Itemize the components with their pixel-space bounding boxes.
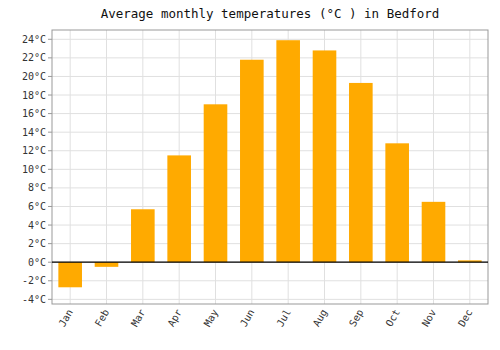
y-tick — [48, 39, 52, 40]
x-tick-label: Nov — [420, 307, 439, 328]
grid-line-y — [52, 113, 488, 114]
y-tick-label: 0°C — [28, 257, 46, 268]
bar — [131, 209, 155, 262]
y-tick — [48, 206, 52, 207]
grid-line-y — [52, 57, 488, 58]
y-tick-label: 2°C — [28, 238, 46, 249]
y-tick — [48, 57, 52, 58]
grid-line-y — [52, 187, 488, 188]
grid-line-y — [52, 76, 488, 77]
zero-line — [52, 262, 488, 263]
y-tick-label: -2°C — [22, 275, 46, 286]
x-axis: Jan Feb Mar Apr May Jun Jul Aug Sep Oct Nov Dec — [56, 307, 474, 328]
y-tick — [48, 187, 52, 188]
bar — [58, 262, 82, 287]
grid-line-y — [52, 262, 488, 263]
x-tick-label: Jun — [238, 307, 257, 328]
bar — [240, 60, 264, 262]
chart: -4°C -2°C 0°C 2°C 4°C 6°C 8°C 10°C 12°C 14°C 16°C 1… — [0, 0, 500, 350]
grid-line-y — [52, 150, 488, 151]
x-tick-label: Jan — [56, 307, 75, 328]
bar — [422, 202, 446, 262]
y-tick — [48, 280, 52, 281]
y-tick — [48, 150, 52, 151]
grid-line-x — [433, 30, 434, 304]
grid-line-y — [52, 95, 488, 96]
y-tick-label: 14°C — [22, 127, 46, 138]
x-tick-label: Jul — [274, 307, 293, 328]
y-tick-label: 22°C — [22, 52, 46, 63]
bar — [313, 50, 337, 262]
y-tick — [48, 169, 52, 170]
x-tick-label: Dec — [456, 307, 475, 328]
bar — [276, 40, 300, 262]
grid-line-y — [52, 299, 488, 300]
x-tick-label: Mar — [129, 307, 148, 328]
y-tick — [48, 225, 52, 226]
y-tick-label: 20°C — [22, 71, 46, 82]
plot-frame — [52, 30, 488, 304]
x-tick-label: Feb — [93, 307, 112, 328]
title: Average monthly temperatures (°C ) in Be… — [101, 6, 440, 21]
y-tick-label: 24°C — [22, 34, 46, 45]
x-tick-label: Aug — [311, 307, 330, 328]
grid-line-y — [52, 280, 488, 281]
y-tick — [48, 243, 52, 244]
bar — [204, 104, 228, 262]
y-tick-label: 8°C — [28, 182, 46, 193]
bar — [349, 83, 373, 262]
y-tick — [48, 76, 52, 77]
grid-line-y — [52, 169, 488, 170]
y-tick — [48, 95, 52, 96]
y-tick-label: 10°C — [22, 164, 46, 175]
y-tick-label: -4°C — [22, 294, 46, 305]
y-tick-label: 6°C — [28, 201, 46, 212]
grid-line-x — [469, 30, 470, 304]
grid-line-x — [142, 30, 143, 304]
grid-line-y — [52, 39, 488, 40]
y-tick-label: 16°C — [22, 108, 46, 119]
bar — [167, 155, 191, 262]
y-tick — [48, 132, 52, 133]
y-tick — [48, 262, 52, 263]
grid-line-y — [52, 132, 488, 133]
y-tick-label: 4°C — [28, 220, 46, 231]
x-tick-label: May — [202, 307, 221, 328]
bar — [95, 262, 119, 267]
y-tick — [48, 113, 52, 114]
bars — [58, 40, 481, 287]
grid — [52, 30, 488, 304]
x-tick-label: Apr — [165, 307, 184, 328]
y-axis: -4°C -2°C 0°C 2°C 4°C 6°C 8°C 10°C 12°C 14°C 16°C 1… — [22, 34, 52, 305]
y-tick-label: 12°C — [22, 145, 46, 156]
y-tick-label: 18°C — [22, 90, 46, 101]
x-tick-label: Oct — [383, 307, 402, 328]
y-tick — [48, 299, 52, 300]
bar — [385, 143, 409, 262]
x-tick-label: Sep — [347, 307, 366, 328]
